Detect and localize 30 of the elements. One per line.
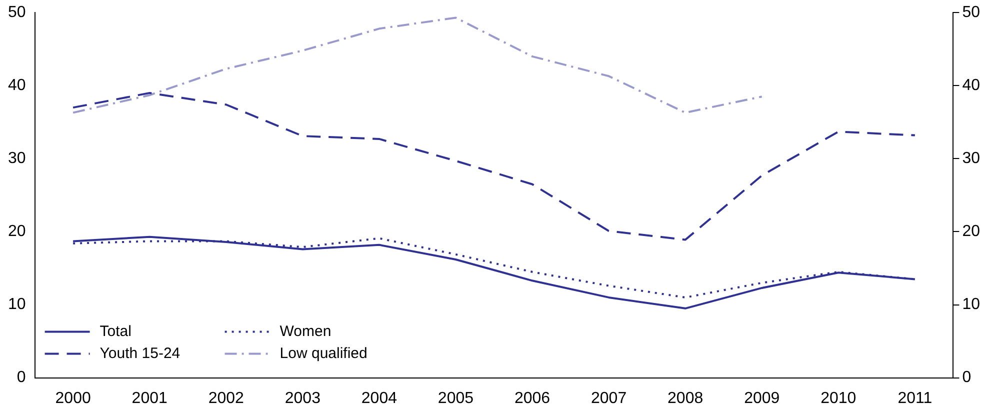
x-tick-label: 2010 — [820, 390, 856, 407]
y-tick-label: 10 — [8, 296, 26, 314]
y-tick-label: 20 — [8, 223, 26, 240]
y-tick-label: 0 — [16, 369, 26, 386]
y2-tick-label: 50 — [962, 4, 980, 22]
line-series — [72, 92, 916, 241]
x-tick-label: 2002 — [208, 390, 244, 407]
x-tick-label: 2006 — [514, 390, 550, 407]
legend-label: Women — [280, 322, 332, 340]
y2-tick-label: 30 — [962, 150, 980, 168]
x-tick-label: 2004 — [361, 390, 398, 407]
x-tick-label: 2008 — [668, 390, 704, 407]
x-tick-label: 2000 — [55, 390, 91, 407]
y2-tick-label: 40 — [962, 77, 980, 94]
y-tick-label: 30 — [8, 150, 26, 168]
x-tick-label: 2007 — [591, 390, 627, 407]
x-tick-label: 2003 — [284, 390, 321, 407]
y-tick-label: 40 — [8, 77, 26, 94]
x-tick-label: 2001 — [132, 390, 168, 407]
line-series — [72, 16, 763, 114]
y2-tick-label: 0 — [962, 369, 972, 386]
x-tick-label: 2005 — [438, 390, 474, 407]
x-tick-label: 2009 — [744, 390, 780, 407]
y2-tick-label: 10 — [962, 296, 980, 314]
legend-label: Youth 15-24 — [100, 344, 180, 362]
legend-label: Total — [100, 322, 132, 340]
y2-tick-label: 20 — [962, 223, 980, 240]
x-tick-label: 2011 — [898, 390, 932, 407]
legend-label: Low qualified — [280, 344, 368, 362]
y-tick-label: 50 — [8, 4, 26, 22]
